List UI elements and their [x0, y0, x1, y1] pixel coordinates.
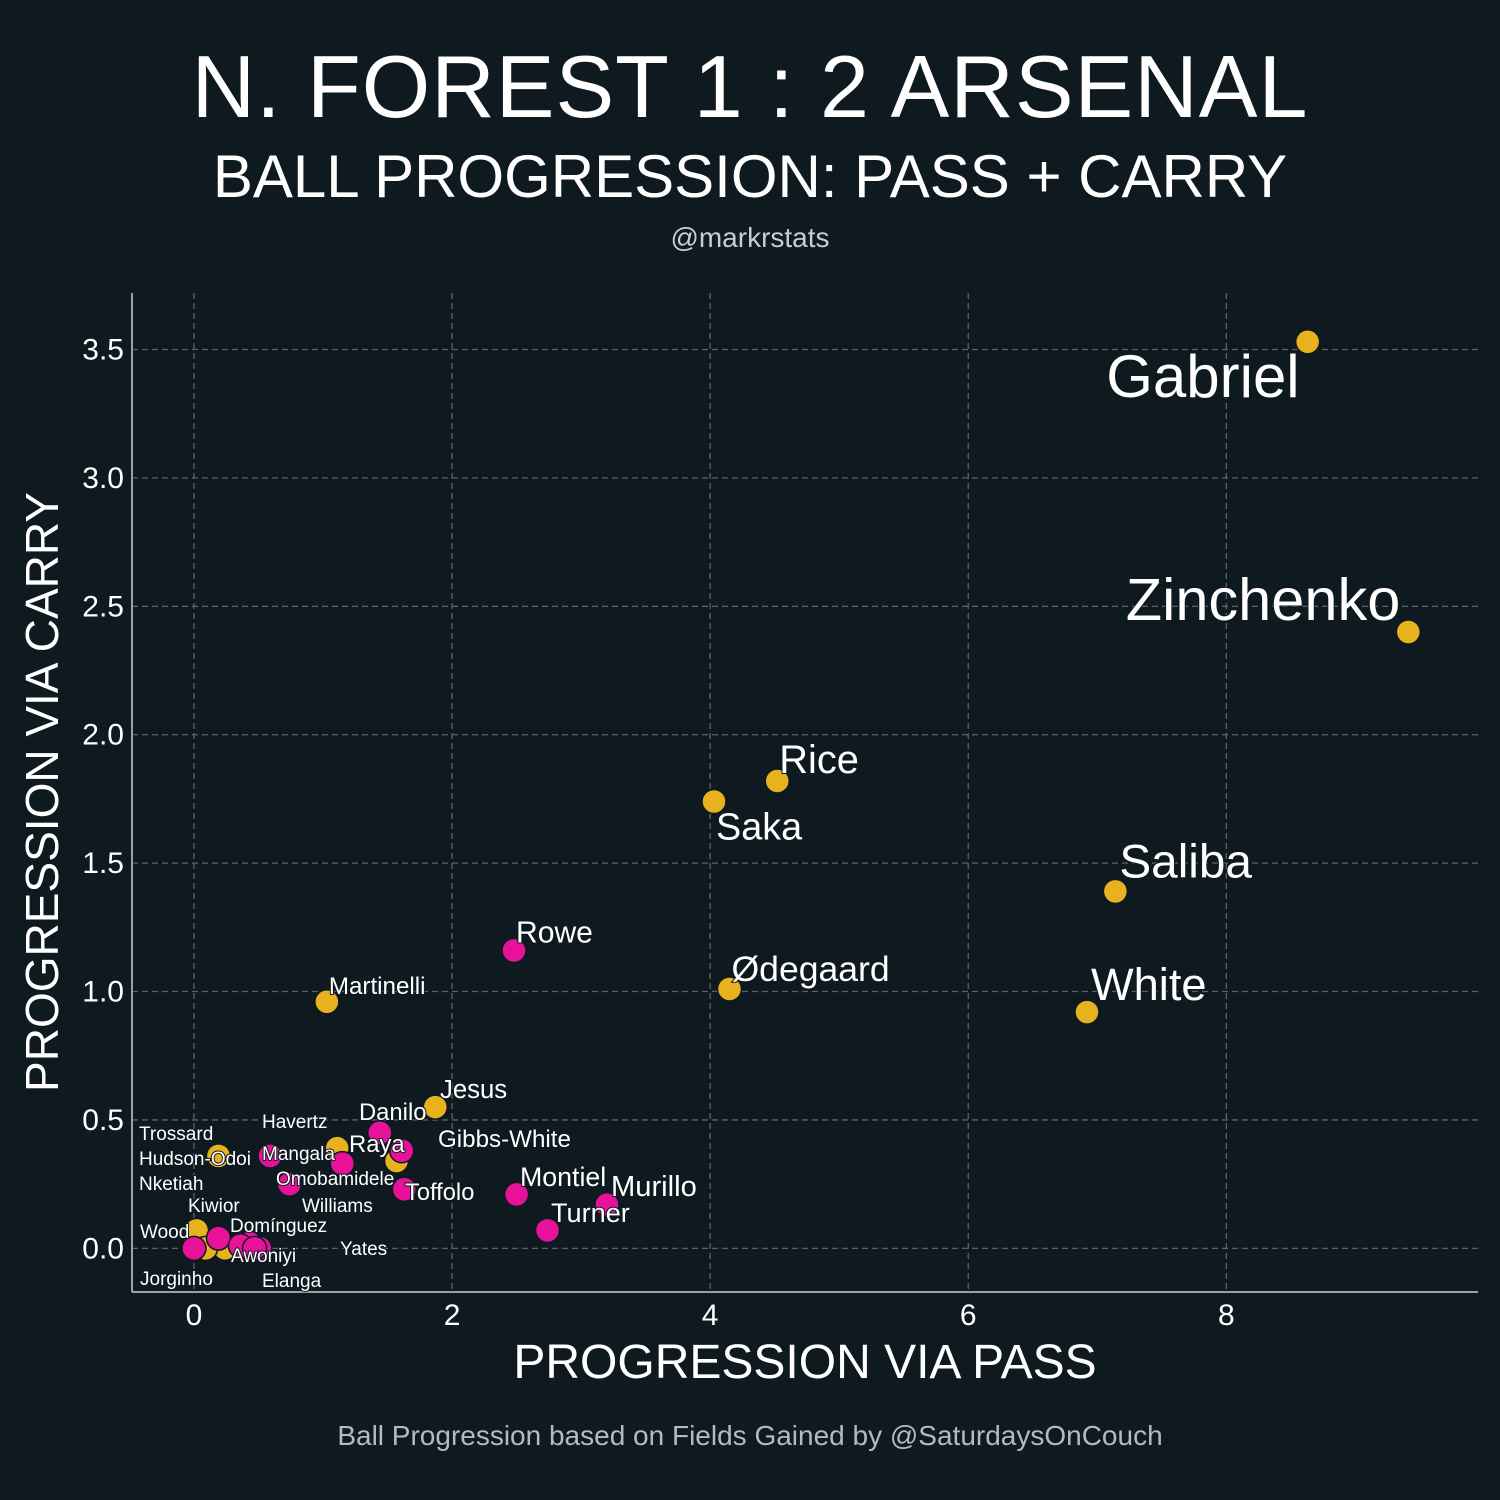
- data-point-wood: [181, 1235, 207, 1262]
- data-point-gibbs-white: [388, 1138, 415, 1164]
- data-point-jesus: [422, 1094, 449, 1120]
- point-label: Gibbs-White: [438, 1126, 571, 1153]
- chart-subtitle: BALL PROGRESSION: PASS + CARRY: [212, 143, 1288, 210]
- y-tick-label: 2.0: [82, 719, 124, 752]
- point-label: Wood: [140, 1222, 189, 1243]
- point-label: Toffolo: [405, 1180, 474, 1206]
- data-point-ødegaard: [716, 976, 743, 1002]
- point-label: Williams: [302, 1196, 373, 1217]
- x-axis-label: PROGRESSION VIA PASS: [513, 1336, 1096, 1389]
- point-label: Rowe: [516, 916, 593, 949]
- point-label: Raya: [349, 1131, 405, 1158]
- data-point-omobamidele: [329, 1150, 356, 1177]
- point-label: Hudson-Odoi: [139, 1149, 251, 1170]
- chart-title: N. FOREST 1 : 2 ARSENAL: [191, 37, 1309, 136]
- point-label: Saliba: [1119, 835, 1252, 888]
- y-tick-label: 3.5: [82, 333, 124, 366]
- point-label: Domínguez: [230, 1216, 327, 1237]
- point-label: Martinelli: [329, 973, 426, 1000]
- data-point-rice: [764, 768, 791, 794]
- data-point-danilo: [367, 1120, 393, 1146]
- x-tick-label: 6: [960, 1299, 977, 1332]
- point-label: Jorginho: [140, 1269, 213, 1290]
- y-tick-label: 1.0: [82, 976, 124, 1009]
- data-point-domínguez: [205, 1225, 232, 1251]
- point-label: Saka: [716, 806, 802, 848]
- point-label: Kiwior: [188, 1196, 240, 1217]
- point-label: Zinchenko: [1126, 566, 1401, 633]
- point-label: Yates: [340, 1239, 387, 1260]
- point-label: Nketiah: [139, 1174, 203, 1195]
- point-label: Elanga: [262, 1271, 322, 1292]
- point-label: Omobamidele: [276, 1169, 394, 1190]
- data-point-white: [1074, 999, 1100, 1025]
- data-point-gabriel: [1294, 329, 1321, 355]
- y-tick-label: 1.5: [82, 847, 124, 880]
- data-point-zinchenko: [1395, 619, 1422, 645]
- x-tick-label: 4: [702, 1299, 719, 1332]
- y-axis-label: PROGRESSION VIA CARRY: [16, 492, 68, 1092]
- data-point-turner: [534, 1217, 561, 1244]
- point-label: Gabriel: [1106, 343, 1299, 410]
- point-label: Turner: [551, 1197, 630, 1228]
- data-point-saliba: [1102, 878, 1129, 905]
- y-tick-label: 0.5: [82, 1104, 124, 1137]
- point-label: Jesus: [440, 1076, 507, 1104]
- point-label: Mangala: [262, 1144, 335, 1165]
- x-tick-label: 0: [186, 1299, 203, 1332]
- point-label: Murillo: [611, 1171, 697, 1203]
- point-label: Montiel: [520, 1162, 606, 1192]
- y-tick-label: 2.5: [82, 590, 124, 623]
- point-label: Rice: [779, 738, 859, 782]
- x-tick-label: 2: [444, 1299, 461, 1332]
- point-label: Trossard: [139, 1124, 213, 1145]
- data-point-hudson-odoi: [276, 1171, 303, 1197]
- x-tick-label: 8: [1218, 1299, 1235, 1332]
- data-point-rowe: [501, 937, 527, 964]
- data-point-mangala: [257, 1143, 283, 1169]
- y-tick-label: 3.0: [82, 462, 124, 495]
- data-point-montiel: [503, 1181, 530, 1208]
- point-label: Danilo: [359, 1099, 426, 1126]
- chart-caption: Ball Progression based on Fields Gained …: [337, 1420, 1163, 1451]
- point-label: Ødegaard: [732, 949, 890, 989]
- author-handle: @markrstats: [670, 222, 830, 253]
- data-point-elanga: [241, 1235, 268, 1262]
- data-point-martinelli: [314, 989, 340, 1015]
- point-label: Havertz: [262, 1112, 327, 1133]
- data-point-saka: [701, 788, 727, 815]
- data-point-trossard: [205, 1143, 232, 1169]
- data-point-toffolo: [391, 1176, 418, 1203]
- point-label: White: [1091, 959, 1207, 1010]
- data-point-murillo: [594, 1191, 620, 1218]
- point-label: Awoniyi: [231, 1246, 296, 1267]
- y-tick-label: 0.0: [82, 1232, 124, 1265]
